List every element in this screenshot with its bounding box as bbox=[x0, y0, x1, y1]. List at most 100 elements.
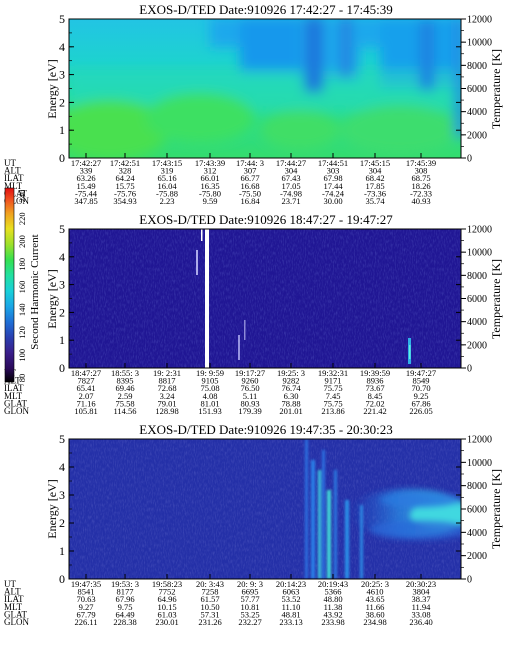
orbit-row-label: MLT bbox=[4, 391, 23, 401]
colorbar-tick-label: 160 bbox=[17, 281, 27, 294]
orbit-cell: 226.11 bbox=[74, 617, 97, 627]
orbit-cell: 70.63 bbox=[76, 594, 95, 604]
orbit-cell: 64.49 bbox=[115, 609, 134, 619]
energy-tick-label: 4 bbox=[59, 250, 65, 264]
panel-1-y2label: Temperature [K] bbox=[489, 49, 503, 129]
orbit-cell: 228.38 bbox=[113, 617, 136, 627]
orbit-cell: 67.86 bbox=[411, 398, 430, 408]
orbit-cell: 230.01 bbox=[155, 617, 178, 627]
orbit-cell: 66.01 bbox=[200, 173, 219, 183]
orbit-cell: 63.26 bbox=[76, 173, 95, 183]
energy-tick-label: 1 bbox=[59, 544, 65, 558]
panel-2-title: EXOS-D/TED Date:910926 18:47:27 - 19:47:… bbox=[139, 212, 393, 227]
energy-tick-label: 2 bbox=[59, 95, 65, 109]
orbit-cell: 48.81 bbox=[281, 609, 300, 619]
orbit-cell: 48.80 bbox=[323, 594, 342, 604]
orbit-cell: 19: 9:59 bbox=[196, 368, 224, 378]
energy-tick-label: 0 bbox=[59, 151, 65, 165]
panel-1-ylabel: Energy [eV] bbox=[45, 59, 59, 118]
orbit-cell: 67.43 bbox=[281, 173, 300, 183]
energy-tick-label: 5 bbox=[59, 12, 65, 26]
orbit-cell: 16.35 bbox=[200, 181, 219, 191]
orbit-cell: 16.68 bbox=[240, 181, 259, 191]
colorbar-tick-label: 220 bbox=[17, 212, 27, 225]
orbit-cell: 6.30 bbox=[284, 391, 299, 401]
orbit-cell: 233.98 bbox=[321, 617, 344, 627]
temperature-tick-label: 6000 bbox=[467, 294, 487, 305]
orbit-cell: 20: 9: 3 bbox=[237, 579, 263, 589]
panel-3-ylabel: Energy [eV] bbox=[45, 479, 59, 538]
energy-tick-label: 5 bbox=[59, 222, 65, 236]
colorbar-tick-label: 240 bbox=[17, 190, 27, 203]
temperature-tick-label: 10000 bbox=[467, 38, 492, 49]
orbit-cell: 17.44 bbox=[323, 181, 343, 191]
orbit-cell: 19:32:31 bbox=[318, 368, 348, 378]
colorbar-tick-label: 140 bbox=[17, 303, 27, 316]
temperature-tick-label: 12000 bbox=[467, 435, 492, 446]
orbit-cell: -74.24 bbox=[322, 188, 345, 198]
orbit-cell: 236.40 bbox=[409, 617, 432, 627]
orbit-cell: 17:44:51 bbox=[318, 158, 348, 168]
temperature-tick-label: 6000 bbox=[467, 84, 487, 95]
panel-3-temperature-axis: 0 2000 4000 6000 8000 10000 12000 bbox=[461, 435, 492, 586]
orbit-cell: 20:19:43 bbox=[318, 579, 348, 589]
orbit-row-label: ALT bbox=[4, 166, 21, 176]
temperature-tick-label: 8000 bbox=[467, 481, 487, 492]
orbit-cell: -72.33 bbox=[410, 188, 432, 198]
orbit-cell: 69.46 bbox=[115, 383, 134, 393]
orbit-cell: 81.01 bbox=[200, 398, 219, 408]
orbit-cell: 7827 bbox=[78, 376, 95, 386]
orbit-cell: 312 bbox=[204, 166, 217, 176]
colorbar-tick-label: 80 bbox=[17, 374, 27, 383]
orbit-cell: 23.71 bbox=[281, 196, 300, 206]
panel-3-energy-axis: 0 1 2 3 4 5 bbox=[59, 432, 461, 586]
orbit-cell: 5.11 bbox=[243, 391, 258, 401]
orbit-cell: 226.05 bbox=[409, 406, 432, 416]
orbit-cell: -75.50 bbox=[239, 188, 261, 198]
orbit-cell: 64.24 bbox=[115, 173, 135, 183]
orbit-cell: 18:55: 3 bbox=[111, 368, 139, 378]
orbit-cell: -75.44 bbox=[75, 188, 98, 198]
panel-2-y2label: Temperature [K] bbox=[489, 259, 503, 339]
orbit-cell: -73.36 bbox=[364, 188, 386, 198]
orbit-cell: 347.85 bbox=[74, 196, 97, 206]
panel-2-ylabel: Energy [eV] bbox=[45, 269, 59, 328]
orbit-row-label: GLON bbox=[4, 617, 29, 627]
energy-tick-label: 3 bbox=[59, 278, 65, 292]
orbit-cell: 20:14:23 bbox=[276, 579, 306, 589]
orbit-cell: 9171 bbox=[325, 376, 342, 386]
orbit-row-label: GLON bbox=[4, 196, 29, 206]
orbit-cell: 17.05 bbox=[281, 181, 300, 191]
orbit-cell: 19:17:27 bbox=[235, 368, 265, 378]
temperature-tick-label: 6000 bbox=[467, 505, 487, 516]
orbit-cell: 17:45:15 bbox=[360, 158, 390, 168]
panel-1-title: EXOS-D/TED Date:910926 17:42:27 - 17:45:… bbox=[139, 2, 392, 17]
orbit-cell: 16.84 bbox=[240, 196, 260, 206]
panel-3-heatmap bbox=[69, 439, 461, 579]
orbit-cell: 19:47:35 bbox=[71, 579, 101, 589]
orbit-cell: 53.25 bbox=[240, 609, 259, 619]
orbit-cell: 7.45 bbox=[326, 391, 341, 401]
orbit-cell: 19:53: 3 bbox=[111, 579, 139, 589]
orbit-cell: 67.98 bbox=[323, 173, 342, 183]
orbit-cell: 70.70 bbox=[411, 383, 430, 393]
orbit-cell: 68.42 bbox=[365, 173, 384, 183]
orbit-cell: 4610 bbox=[367, 587, 384, 597]
orbit-cell: 57.77 bbox=[240, 594, 259, 604]
orbit-cell: 9.25 bbox=[414, 391, 429, 401]
temperature-tick-label: 12000 bbox=[467, 15, 492, 26]
orbit-cell: 308 bbox=[415, 166, 428, 176]
orbit-row-label: ILAT bbox=[4, 594, 24, 604]
orbit-cell: 9105 bbox=[202, 376, 219, 386]
orbit-cell: 304 bbox=[369, 166, 383, 176]
orbit-cell: 18.26 bbox=[411, 181, 430, 191]
orbit-cell: 35.74 bbox=[365, 196, 385, 206]
temperature-tick-label: 4000 bbox=[467, 317, 487, 328]
panel-2-energy-axis: 0 1 2 3 4 5 bbox=[59, 222, 461, 375]
orbit-cell: -75.88 bbox=[156, 188, 178, 198]
temperature-tick-label: 12000 bbox=[467, 225, 492, 236]
orbit-row-label: ALT bbox=[4, 587, 21, 597]
colorbar-label: Second Harmonic Current bbox=[29, 234, 41, 349]
energy-tick-label: 2 bbox=[59, 305, 65, 319]
